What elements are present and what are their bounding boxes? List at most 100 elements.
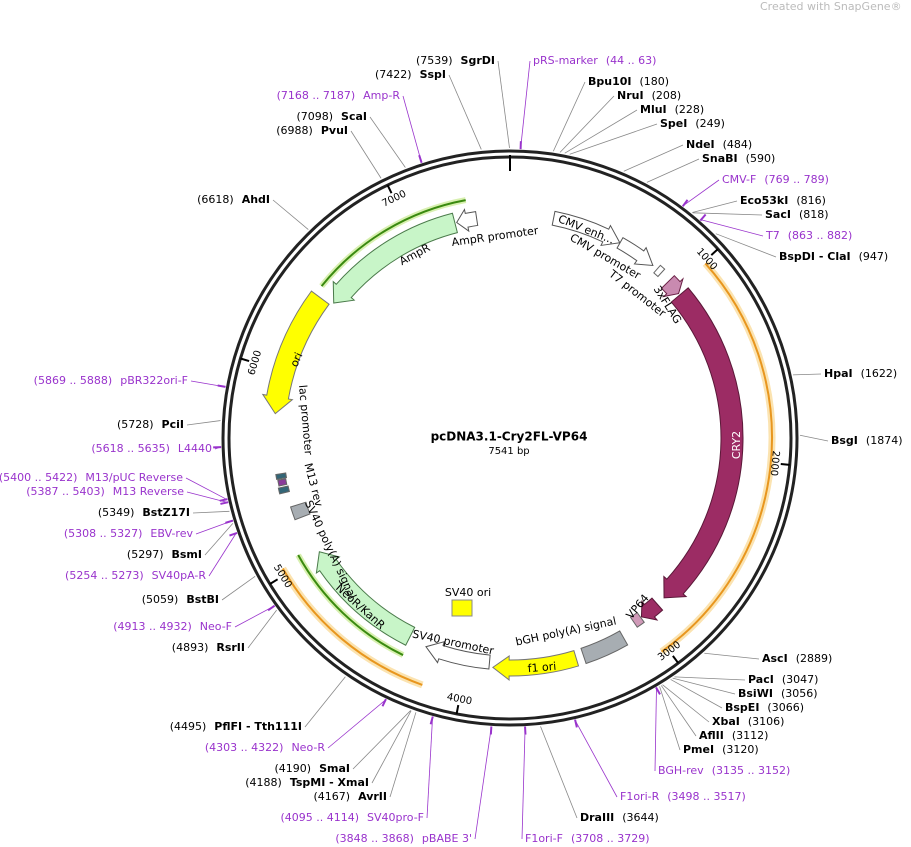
site-label: F1ori-F (3708 .. 3729): [525, 832, 650, 845]
site-label: BspDI - ClaI (947): [779, 250, 888, 263]
site-position: (5618 .. 5635): [91, 442, 170, 455]
feature-box: [277, 485, 291, 495]
leader-line: [304, 676, 346, 728]
leader-line: [192, 510, 230, 514]
site-label: BsgI (1874): [831, 434, 902, 447]
tick-mark: [269, 578, 279, 585]
site-position: (4167): [314, 790, 351, 803]
site-label: HpaI (1622): [824, 367, 897, 380]
feature-arrow: [640, 597, 664, 621]
site-position: (5387 .. 5403): [26, 485, 105, 498]
leader-line: [623, 144, 684, 172]
leader-line: [221, 575, 256, 601]
site-label: (3848 .. 3868) pBABE 3': [335, 832, 472, 845]
primer-mark: [418, 154, 423, 164]
feature-box: [289, 501, 311, 521]
site-position: (3135 .. 3152): [712, 764, 791, 777]
tick-label: 4000: [446, 692, 473, 708]
site-label: (4495) PflFI - Tth111I: [170, 720, 302, 733]
primer-mark: [699, 213, 707, 222]
site-name: PvuI: [321, 124, 348, 137]
primer-mark: [219, 498, 228, 502]
tick-mark: [240, 357, 250, 363]
site-position: (1874): [866, 434, 903, 447]
site-label: XbaI (3106): [712, 715, 784, 728]
site-position: (5297): [127, 548, 164, 561]
site-name: pRS-marker: [533, 54, 598, 67]
site-label: DraIII (3644): [580, 811, 659, 824]
leader-line: [234, 605, 274, 628]
site-label: pRS-marker (44 .. 63): [533, 54, 656, 67]
site-position: (4095 .. 4114): [280, 811, 359, 824]
feature-box: [580, 630, 629, 665]
leader-line: [371, 710, 412, 784]
tick-mark: [386, 184, 393, 194]
tick-mark: [710, 248, 719, 256]
site-name: SV40pA-R: [152, 569, 207, 582]
site-name: CMV-F: [722, 173, 756, 186]
site-position: (4893): [172, 641, 209, 654]
site-name: AflII: [699, 729, 724, 742]
site-name: PflFI - Tth111I: [214, 720, 302, 733]
site-label: (5728) PciI: [117, 418, 184, 431]
primer-mark: [381, 698, 387, 707]
site-label: SnaBI (590): [702, 152, 775, 165]
leader-line: [540, 726, 578, 819]
feature-arrow: [456, 208, 479, 233]
site-position: (228): [675, 103, 705, 116]
site-position: (5869 .. 5888): [34, 374, 113, 387]
plasmid-name: pcDNA3.1-Cry2FL-VP64: [431, 430, 588, 444]
site-name: NruI: [617, 89, 644, 102]
band: [320, 199, 466, 287]
leader-line: [352, 710, 411, 770]
site-name: TspMI - XmaI: [290, 776, 369, 789]
site-label: BGH-rev (3135 .. 3152): [658, 764, 790, 777]
site-label: (5400 .. 5422) M13/pUC Reverse: [0, 471, 183, 484]
site-position: (5059): [142, 593, 179, 606]
feature-label: SV40 ori: [445, 586, 491, 599]
site-name: AscI: [762, 652, 788, 665]
site-position: (5308 .. 5327): [64, 527, 143, 540]
site-name: PacI: [748, 673, 774, 686]
site-name: DraIII: [580, 811, 614, 824]
primer-mark: [489, 726, 493, 735]
leader-line: [448, 74, 482, 150]
site-label: PmeI (3120): [683, 743, 759, 756]
site-name: HpaI: [824, 367, 853, 380]
site-name: M13 Reverse: [113, 485, 184, 498]
leader-line: [646, 158, 700, 183]
site-position: (6988): [276, 124, 313, 137]
site-name: pBR322ori-F: [120, 374, 188, 387]
site-name: BspEI: [725, 701, 759, 714]
leader-line: [654, 688, 657, 772]
site-label: (5387 .. 5403) M13 Reverse: [26, 485, 184, 498]
site-label: CMV-F (769 .. 789): [722, 173, 829, 186]
site-label: NruI (208): [617, 89, 681, 102]
site-label: (7098) ScaI: [296, 110, 367, 123]
site-name: SpeI: [660, 117, 687, 130]
site-label: Eco53kI (816): [740, 194, 826, 207]
site-position: (3066): [767, 701, 804, 714]
site-position: (3047): [782, 673, 819, 686]
leader-line: [559, 95, 615, 153]
site-name: SmaI: [319, 762, 350, 775]
site-label: (7422) SspI: [375, 68, 446, 81]
site-label: (4167) AvrII: [314, 790, 387, 803]
site-label: (4893) RsrII: [172, 641, 245, 654]
site-position: (4190): [275, 762, 312, 775]
primer-mark: [229, 531, 238, 537]
site-position: (5254 .. 5273): [65, 569, 144, 582]
leader-line: [704, 652, 760, 660]
site-position: (484): [723, 138, 753, 151]
primer-mark: [429, 716, 434, 725]
site-position: (3112): [732, 729, 769, 742]
feature-label: f1 ori: [527, 660, 557, 675]
tick-label: 7000: [380, 189, 408, 210]
site-position: (7539): [416, 54, 453, 67]
site-position: (3708 .. 3729): [571, 832, 650, 845]
feature-arrow: [261, 290, 330, 415]
feature-arrow: [425, 640, 491, 670]
leader-line: [552, 81, 586, 152]
leader-line: [497, 60, 510, 149]
site-name: M13/pUC Reverse: [85, 471, 183, 484]
